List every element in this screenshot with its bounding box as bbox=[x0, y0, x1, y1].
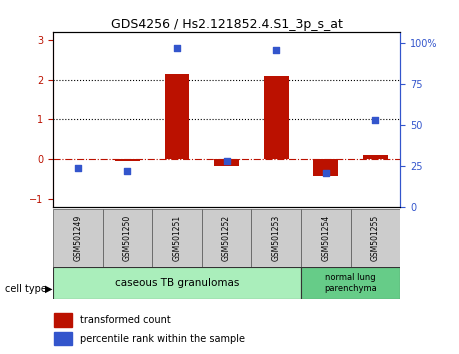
Text: cell type: cell type bbox=[5, 284, 46, 293]
Text: GSM501253: GSM501253 bbox=[271, 215, 280, 261]
Text: normal lung
parenchyma: normal lung parenchyma bbox=[324, 274, 376, 293]
Bar bbox=[362, 154, 387, 159]
FancyBboxPatch shape bbox=[53, 209, 102, 267]
Text: GSM501250: GSM501250 bbox=[123, 215, 132, 261]
Text: GSM501254: GSM501254 bbox=[320, 215, 330, 261]
Title: GDS4256 / Hs2.121852.4.S1_3p_s_at: GDS4256 / Hs2.121852.4.S1_3p_s_at bbox=[110, 18, 342, 31]
FancyBboxPatch shape bbox=[102, 209, 152, 267]
Text: GSM501249: GSM501249 bbox=[73, 215, 82, 261]
Text: ▶: ▶ bbox=[45, 284, 52, 293]
Bar bbox=[164, 74, 189, 159]
FancyBboxPatch shape bbox=[300, 209, 350, 267]
Bar bbox=[54, 332, 72, 346]
Point bbox=[173, 45, 180, 51]
Text: GSM501255: GSM501255 bbox=[370, 215, 379, 261]
Bar bbox=[115, 159, 140, 161]
Point bbox=[321, 170, 329, 176]
FancyBboxPatch shape bbox=[300, 267, 399, 299]
Point bbox=[272, 47, 279, 53]
FancyBboxPatch shape bbox=[251, 209, 300, 267]
Bar bbox=[214, 159, 238, 166]
FancyBboxPatch shape bbox=[350, 209, 399, 267]
FancyBboxPatch shape bbox=[152, 209, 202, 267]
Text: percentile rank within the sample: percentile rank within the sample bbox=[80, 333, 245, 344]
Text: GSM501251: GSM501251 bbox=[172, 215, 181, 261]
Text: GSM501252: GSM501252 bbox=[222, 215, 230, 261]
Point bbox=[74, 165, 81, 171]
Bar bbox=[54, 313, 72, 327]
Point bbox=[371, 118, 378, 123]
Point bbox=[123, 168, 131, 174]
Bar bbox=[313, 159, 337, 176]
FancyBboxPatch shape bbox=[53, 267, 300, 299]
Text: transformed count: transformed count bbox=[80, 315, 171, 325]
Bar bbox=[263, 76, 288, 159]
Text: caseous TB granulomas: caseous TB granulomas bbox=[114, 278, 239, 288]
Point bbox=[223, 158, 230, 164]
FancyBboxPatch shape bbox=[202, 209, 251, 267]
